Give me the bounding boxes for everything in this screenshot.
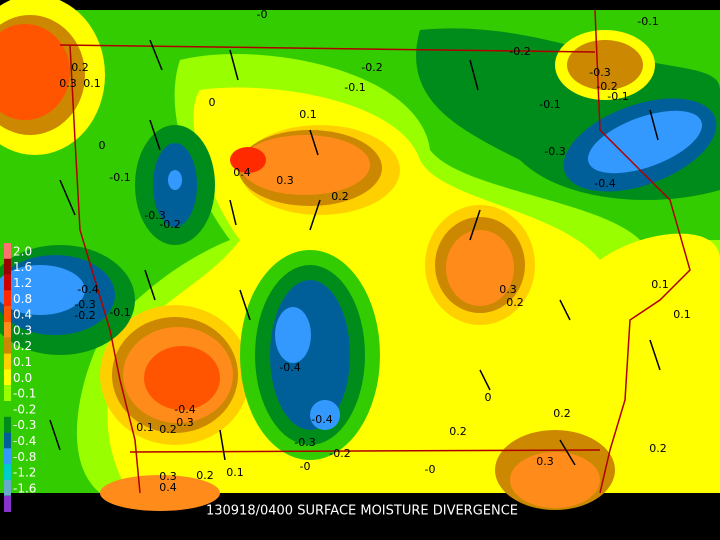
contour-label: -0.4 xyxy=(77,283,98,296)
contour-label: 0.3 xyxy=(159,470,177,483)
legend-label: -1.6 xyxy=(13,481,36,495)
contour-label: 0.2 xyxy=(449,425,467,438)
legend-label: -0.4 xyxy=(13,434,36,448)
legend-label: 0.8 xyxy=(13,292,32,306)
contour-label: -0.2 xyxy=(361,61,382,74)
contour-label: 0.3 xyxy=(176,416,194,429)
contour-label: -0.2 xyxy=(596,80,617,93)
contour-label: -0.2 xyxy=(74,309,95,322)
legend-label: 1.6 xyxy=(13,260,32,274)
contour-label: -0.3 xyxy=(144,209,165,222)
legend-swatch xyxy=(4,290,11,307)
contour-label: 0.4 xyxy=(159,481,177,494)
contour-label: 0.1 xyxy=(83,77,101,90)
contour-label: 0.2 xyxy=(331,190,349,203)
contour-label: 0.2 xyxy=(196,469,214,482)
contour-labels: -0-0.1-0.20.20.3 0.1-0.2-0.1-0.3-0.2-0.10… xyxy=(59,8,691,494)
contour-label: 0.1 xyxy=(673,308,691,321)
contour-label: 0.4 xyxy=(233,166,251,179)
contour-label: 0 xyxy=(209,96,216,109)
contour-label: -0.2 xyxy=(159,218,180,231)
contour-label: -0.1 xyxy=(109,171,130,184)
contour-label: 0.3 xyxy=(59,77,77,90)
contour-label: 0.2 xyxy=(506,296,524,309)
contour-label: -0 xyxy=(257,8,268,21)
contour-label: -0.4 xyxy=(174,403,195,416)
contour-label: -0 xyxy=(300,460,311,473)
legend-label: -1.2 xyxy=(13,466,36,480)
legend-swatch-extra xyxy=(4,496,11,512)
contour-label: 0.1 xyxy=(651,278,669,291)
contour-label: -0.3 xyxy=(294,436,315,449)
contour-label: -0.2 xyxy=(509,45,530,58)
legend-label: -0.1 xyxy=(13,387,36,401)
legend-swatch xyxy=(4,258,11,275)
contour-label: -0.3 xyxy=(544,145,565,158)
wind-barbs xyxy=(49,39,661,466)
contour-label: -0.4 xyxy=(279,361,300,374)
legend-swatch xyxy=(4,385,11,401)
contour-label: -0.2 xyxy=(329,447,350,460)
legend-swatch xyxy=(4,448,11,465)
legend-label: 1.2 xyxy=(13,276,32,290)
contour-label: -0.4 xyxy=(311,413,332,426)
state-borders xyxy=(59,9,691,494)
legend: 2.0 1.6 1.2 0.8 0.40.3 0.2 0.1 0.0 -0.1-0.2 -0.3 -… xyxy=(4,243,36,496)
legend-swatch xyxy=(4,480,11,496)
contour-label: -0.1 xyxy=(344,81,365,94)
legend-swatch xyxy=(4,243,11,259)
contour-label: 0.1 xyxy=(136,421,154,434)
contour-label: 0.3 xyxy=(276,174,294,187)
contour-label: 0.3 xyxy=(499,283,517,296)
legend-label: -0.8 xyxy=(13,450,36,464)
legend-label: 0.1 xyxy=(13,355,32,369)
legend-swatch xyxy=(4,353,11,370)
contour-label: 0.2 xyxy=(649,442,667,455)
legend-label: -0.2 xyxy=(13,402,36,416)
legend-swatch xyxy=(4,464,11,480)
contour-label: 0.3 xyxy=(536,455,554,468)
legend-swatch xyxy=(4,274,11,291)
contour-label: -0.4 xyxy=(594,177,615,190)
contour-label: -0 xyxy=(425,463,436,476)
contour-label: 0.2 xyxy=(159,423,177,436)
legend-label: -0.3 xyxy=(13,418,36,432)
caption: 130918/0400 SURFACE MOISTURE DIVERGENCE xyxy=(206,504,518,519)
legend-swatch xyxy=(4,432,11,449)
contour-label: -0.3 xyxy=(74,298,95,311)
contour-label: 0 xyxy=(99,139,106,152)
contour-label: -0.1 xyxy=(607,90,628,103)
contour-label: -0.1 xyxy=(637,15,658,28)
contour-label: 0.2 xyxy=(71,61,89,74)
legend-swatch xyxy=(4,401,11,417)
legend-label: 0.2 xyxy=(13,339,32,353)
legend-swatch xyxy=(4,306,11,322)
contour-label: 0.1 xyxy=(299,108,317,121)
legend-label: 0.3 xyxy=(13,323,32,337)
legend-label: 0.4 xyxy=(13,308,32,322)
legend-swatch xyxy=(4,337,11,354)
contour-label: 0.1 xyxy=(226,466,244,479)
legend-label: 2.0 xyxy=(13,244,32,258)
map-field xyxy=(0,0,720,511)
contour-label: 0 xyxy=(485,391,492,404)
contour-label: 0.2 xyxy=(553,407,571,420)
contour-label: -0.3 xyxy=(589,66,610,79)
legend-swatch xyxy=(4,416,11,433)
legend-swatch xyxy=(4,369,11,386)
contour-label: -0.1 xyxy=(539,98,560,111)
contour-label: -0.1 xyxy=(109,306,130,319)
legend-swatch xyxy=(4,322,11,338)
legend-label: 0.0 xyxy=(13,371,32,385)
